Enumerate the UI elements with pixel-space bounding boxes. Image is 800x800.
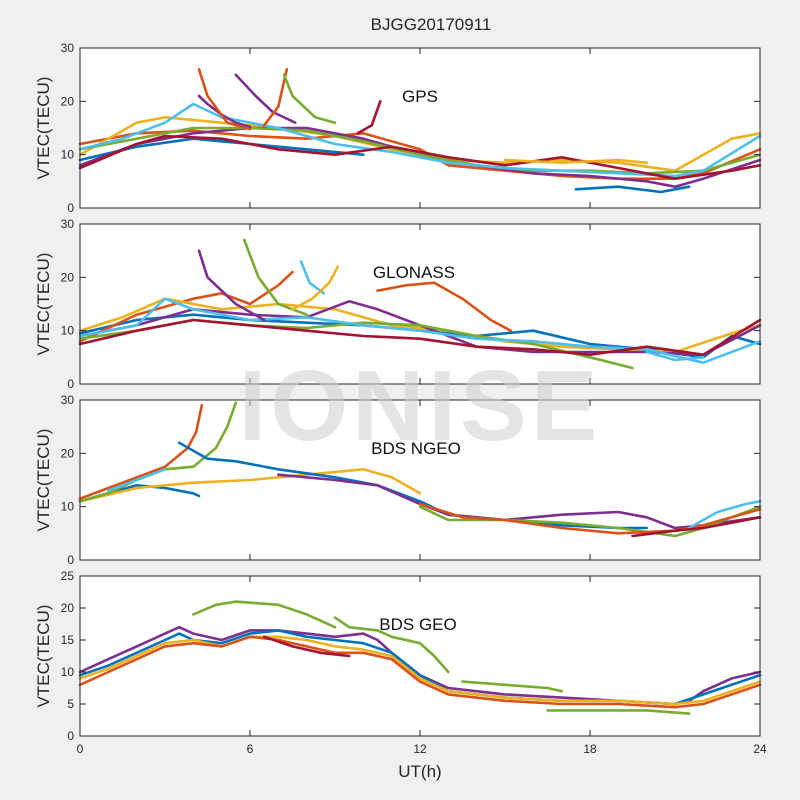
watermark: IONISE bbox=[239, 350, 602, 462]
series-line bbox=[277, 473, 762, 530]
y-tick-label: 10 bbox=[61, 324, 75, 338]
y-tick-label: 30 bbox=[61, 217, 75, 231]
series-line bbox=[546, 709, 691, 715]
series-line bbox=[631, 516, 762, 538]
series-line bbox=[645, 350, 705, 362]
series-line bbox=[234, 73, 297, 124]
series-line bbox=[282, 73, 337, 124]
series-line bbox=[503, 158, 648, 164]
panel-0: 0 10 20 30 VTEC(TECU) GPS bbox=[34, 41, 762, 215]
x-tick-label: 24 bbox=[753, 742, 767, 756]
panel-label: GLONASS bbox=[373, 263, 455, 282]
series-line bbox=[356, 100, 382, 135]
series-line bbox=[333, 616, 450, 674]
series-line bbox=[78, 635, 762, 706]
y-tick-label: 0 bbox=[67, 553, 74, 567]
x-tick-label: 0 bbox=[77, 742, 84, 756]
series-line bbox=[418, 502, 762, 535]
series-line bbox=[78, 404, 204, 500]
panel-label: BDS GEO bbox=[379, 615, 456, 634]
y-tick-label: 10 bbox=[61, 665, 75, 679]
series-line bbox=[78, 468, 422, 503]
series-line bbox=[78, 134, 762, 180]
y-tick-label: 15 bbox=[61, 633, 75, 647]
series-line bbox=[197, 249, 266, 322]
y-tick-label: 30 bbox=[61, 41, 75, 55]
series-line bbox=[291, 265, 340, 311]
series-line bbox=[78, 297, 762, 354]
panel-3: 0 5 10 15 20 25 0 6 12 18 24 VTEC(TECU) BDS GEO bbox=[34, 569, 767, 756]
panel-label: BDS NGEO bbox=[371, 439, 461, 458]
series-line bbox=[687, 500, 762, 530]
x-tick-label: 6 bbox=[247, 742, 254, 756]
series-line bbox=[78, 270, 294, 343]
x-axis-label: UT(h) bbox=[398, 762, 441, 781]
x-tick-label: 18 bbox=[583, 742, 597, 756]
y-tick-label: 20 bbox=[61, 601, 75, 615]
figure-title: BJGG20170911 bbox=[371, 15, 492, 34]
y-tick-label: 5 bbox=[67, 697, 74, 711]
y-axis-label: VTEC(TECU) bbox=[34, 429, 53, 532]
series-line bbox=[376, 281, 512, 332]
series-line bbox=[262, 635, 351, 658]
series-line bbox=[78, 401, 238, 503]
y-tick-label: 10 bbox=[61, 500, 75, 514]
panel-1: 0 10 20 30 VTEC(TECU) GLONASS bbox=[34, 217, 762, 391]
series-line bbox=[299, 260, 325, 295]
series-line bbox=[78, 635, 762, 709]
y-tick-label: 0 bbox=[67, 201, 74, 215]
y-tick-label: 20 bbox=[61, 270, 75, 284]
y-tick-label: 20 bbox=[61, 94, 75, 108]
y-tick-label: 20 bbox=[61, 446, 75, 460]
series-line bbox=[107, 468, 167, 492]
y-tick-label: 25 bbox=[61, 569, 75, 583]
y-tick-label: 0 bbox=[67, 377, 74, 391]
y-tick-label: 10 bbox=[61, 148, 75, 162]
panel-2: 0 10 20 30 VTEC(TECU) BDS NGEO bbox=[34, 393, 762, 567]
y-tick-label: 30 bbox=[61, 393, 75, 407]
y-tick-label: 0 bbox=[67, 729, 74, 743]
y-axis-label: VTEC(TECU) bbox=[34, 253, 53, 356]
series-line bbox=[262, 68, 289, 127]
series-line bbox=[574, 185, 691, 194]
series-line bbox=[461, 680, 563, 693]
y-axis-label: VTEC(TECU) bbox=[34, 77, 53, 180]
series-line bbox=[192, 600, 337, 629]
x-tick-label: 12 bbox=[413, 742, 427, 756]
panel-label: GPS bbox=[402, 87, 438, 106]
y-axis-label: VTEC(TECU) bbox=[34, 605, 53, 708]
series-line bbox=[78, 318, 762, 356]
series-line bbox=[197, 68, 252, 131]
series-line bbox=[78, 313, 762, 359]
